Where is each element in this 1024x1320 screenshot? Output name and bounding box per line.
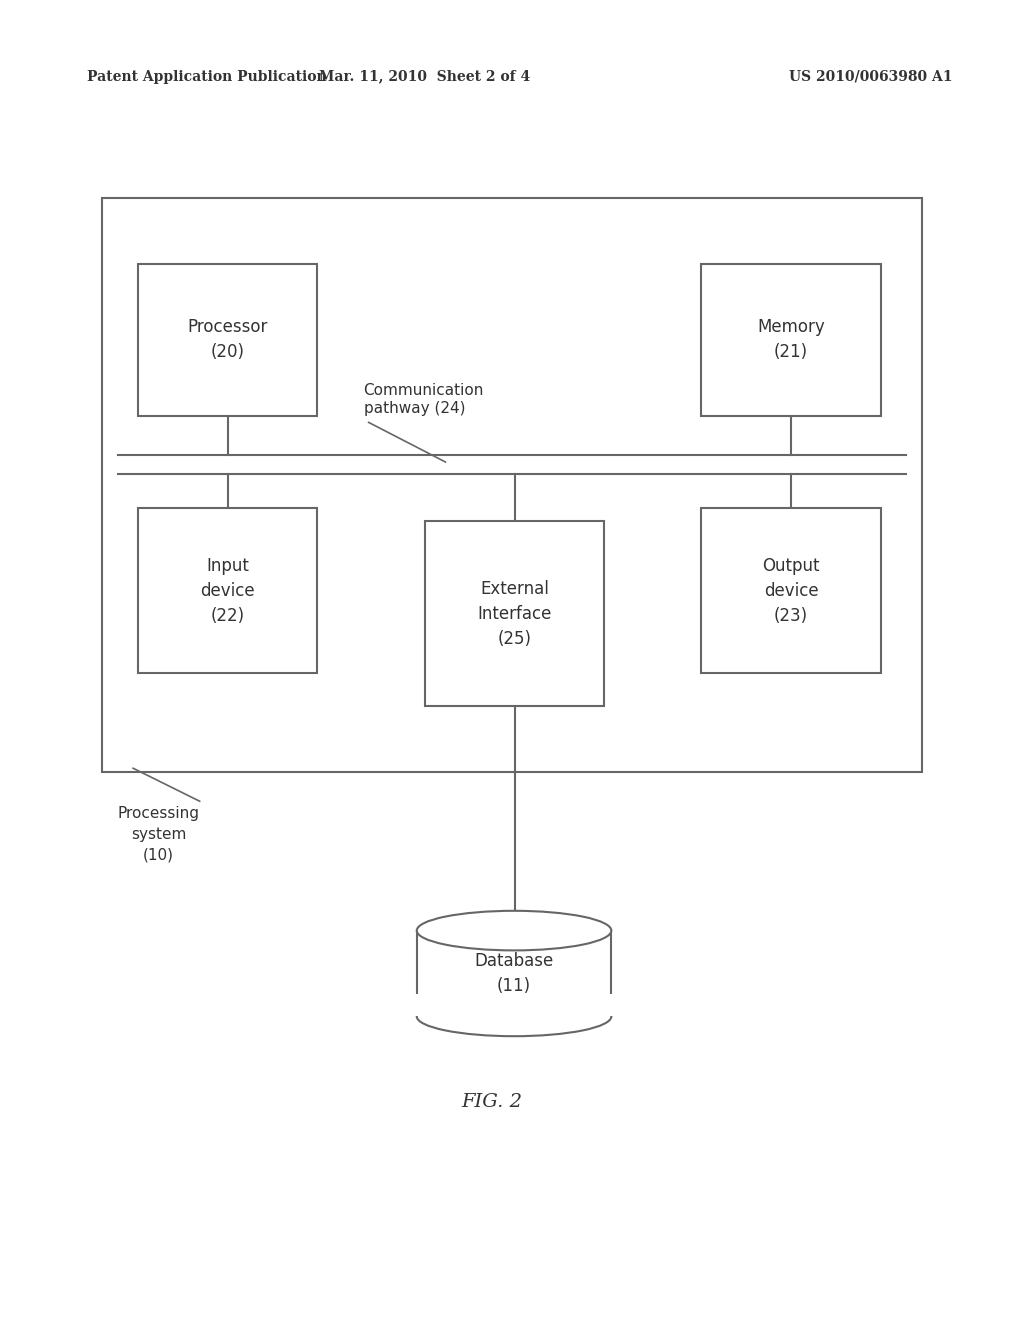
Bar [701, 264, 881, 416]
Text: External
Interface
(25): External Interface (25) [477, 579, 552, 648]
Text: Communication
pathway (24): Communication pathway (24) [364, 383, 484, 416]
Bar [425, 521, 604, 706]
Bar [138, 508, 317, 673]
Text: Memory
(21): Memory (21) [757, 318, 825, 362]
Bar [415, 994, 613, 1016]
Text: Processor
(20): Processor (20) [187, 318, 268, 362]
Bar [701, 508, 881, 673]
Text: Mar. 11, 2010  Sheet 2 of 4: Mar. 11, 2010 Sheet 2 of 4 [319, 70, 530, 83]
Text: Input
device
(22): Input device (22) [201, 557, 255, 624]
Text: FIG. 2: FIG. 2 [461, 1093, 522, 1111]
Text: Processing
system
(10): Processing system (10) [118, 805, 200, 863]
Bar [102, 198, 922, 772]
Text: Output
device
(23): Output device (23) [762, 557, 820, 624]
Ellipse shape [417, 997, 611, 1036]
Bar [138, 264, 317, 416]
Text: Patent Application Publication: Patent Application Publication [87, 70, 327, 83]
Ellipse shape [417, 911, 611, 950]
Text: US 2010/0063980 A1: US 2010/0063980 A1 [788, 70, 952, 83]
Text: Database
(11): Database (11) [474, 952, 554, 995]
